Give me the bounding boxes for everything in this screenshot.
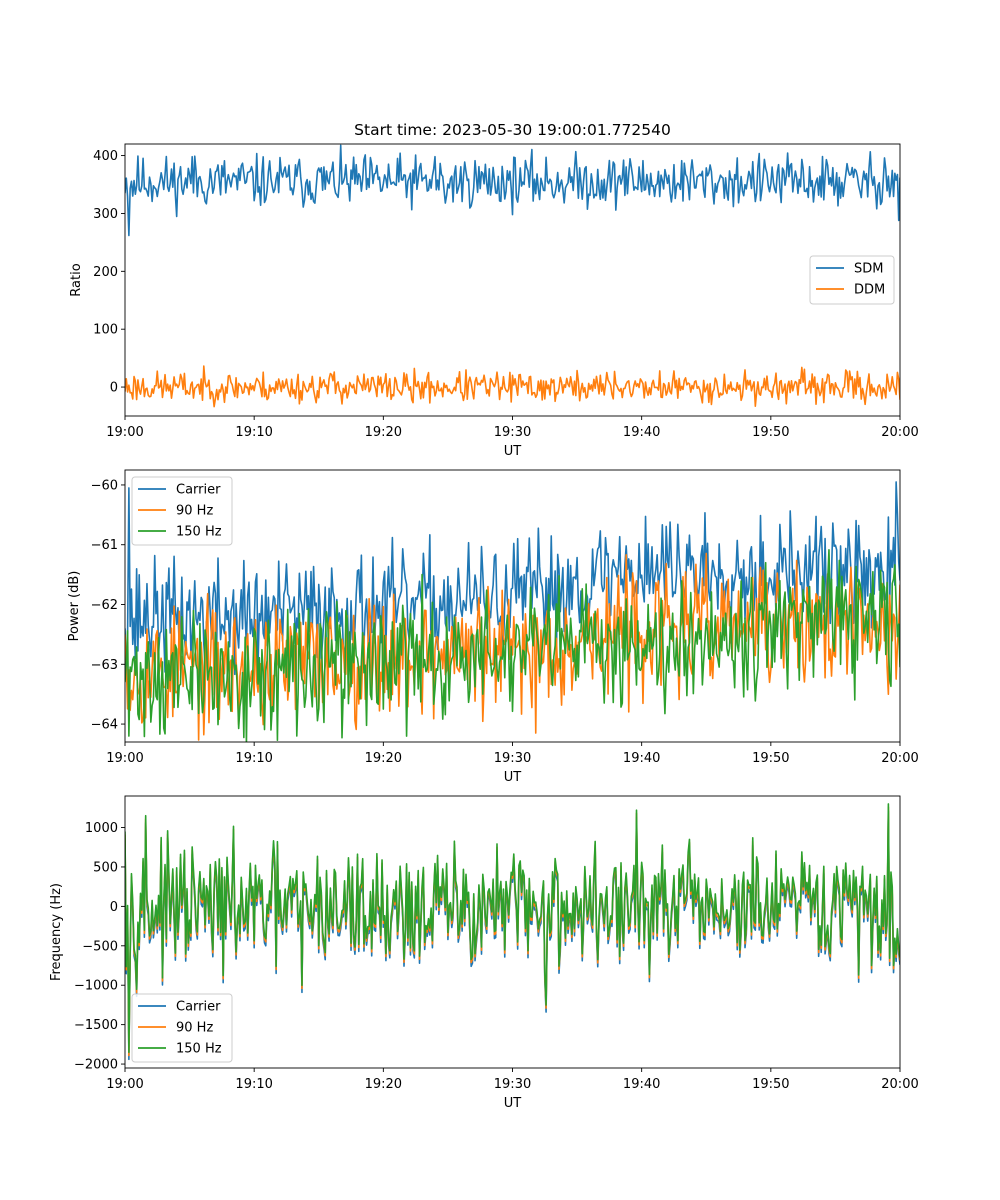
y-tick-label: −500 bbox=[82, 939, 118, 954]
x-tick-label: 19:30 bbox=[494, 751, 531, 766]
x-tick-label: 19:40 bbox=[623, 751, 660, 766]
y-tick-label: −2000 bbox=[74, 1058, 118, 1073]
figure-title: Start time: 2023-05-30 19:00:01.772540 bbox=[354, 121, 671, 139]
legend-label: 150 Hz bbox=[176, 1042, 222, 1057]
series-line-90-hz bbox=[125, 552, 900, 741]
series-line-ddm bbox=[125, 365, 900, 408]
x-tick-label: 20:00 bbox=[881, 1077, 918, 1092]
power-panel: 19:00 19:10 19:20 19:30 19:40 19:50 20:00 −64 −6… bbox=[67, 469, 919, 785]
legend-label: SDM bbox=[854, 262, 883, 277]
x-tick-label: 19:00 bbox=[106, 751, 143, 766]
y-axis-label: Ratio bbox=[69, 263, 84, 296]
y-axis-label: Frequency (Hz) bbox=[49, 883, 64, 981]
legend: Carrier 90 Hz 150 Hz bbox=[131, 476, 233, 546]
series-line-carrier bbox=[125, 481, 900, 679]
y-tick-label: −1000 bbox=[74, 979, 118, 994]
series-line-90-hz bbox=[125, 806, 900, 1057]
y-tick-label: 500 bbox=[93, 860, 118, 875]
y-tick-label: −63 bbox=[91, 658, 118, 673]
y-tick-label: 400 bbox=[93, 149, 118, 164]
x-tick-label: 19:10 bbox=[235, 425, 272, 440]
legend: SDM DDM bbox=[809, 255, 895, 305]
axes-frame bbox=[124, 795, 901, 1069]
legend-label: 90 Hz bbox=[176, 1021, 213, 1036]
y-tick-label: 200 bbox=[93, 265, 118, 280]
y-tick-label: −61 bbox=[91, 538, 118, 553]
y-axis-label: Power (dB) bbox=[67, 571, 82, 642]
ratio-panel: 19:00 19:10 19:20 19:30 19:40 19:50 20:00 0 100 2… bbox=[69, 143, 919, 459]
y-tick-label: −60 bbox=[91, 478, 118, 493]
x-axis-label: UT bbox=[504, 444, 522, 459]
x-axis-label: UT bbox=[504, 1096, 522, 1111]
x-tick-label: 19:40 bbox=[623, 1077, 660, 1092]
y-tick-label: 0 bbox=[110, 900, 118, 915]
x-tick-label: 19:20 bbox=[365, 425, 402, 440]
legend-label: Carrier bbox=[176, 1000, 221, 1015]
x-tick-label: 19:50 bbox=[752, 751, 789, 766]
x-tick-label: 19:10 bbox=[235, 751, 272, 766]
series-line-150-hz bbox=[125, 803, 900, 1054]
legend: Carrier 90 Hz 150 Hz bbox=[131, 993, 233, 1063]
y-tick-label: −62 bbox=[91, 598, 118, 613]
series-line-sdm bbox=[125, 144, 900, 237]
y-tick-label: 100 bbox=[93, 323, 118, 338]
x-tick-label: 19:20 bbox=[365, 1077, 402, 1092]
series-line-150-hz bbox=[125, 549, 900, 742]
legend-label: DDM bbox=[854, 283, 885, 298]
x-tick-label: 19:40 bbox=[623, 425, 660, 440]
y-tick-label: 300 bbox=[93, 207, 118, 222]
x-tick-label: 20:00 bbox=[881, 751, 918, 766]
legend-label: 150 Hz bbox=[176, 525, 222, 540]
x-tick-label: 19:50 bbox=[752, 1077, 789, 1092]
x-tick-label: 19:00 bbox=[106, 425, 143, 440]
y-tick-label: 0 bbox=[110, 381, 118, 396]
y-tick-label: 1000 bbox=[85, 821, 118, 836]
x-tick-label: 19:30 bbox=[494, 425, 531, 440]
y-tick-label: −64 bbox=[91, 718, 118, 733]
x-tick-label: 19:20 bbox=[365, 751, 402, 766]
series-line-carrier bbox=[125, 810, 900, 1061]
legend-label: Carrier bbox=[176, 483, 221, 498]
frequency-panel: 19:00 19:10 19:20 19:30 19:40 19:50 20:00 −2000… bbox=[49, 795, 919, 1111]
legend-label: 90 Hz bbox=[176, 504, 213, 519]
x-tick-label: 20:00 bbox=[881, 425, 918, 440]
x-tick-label: 19:10 bbox=[235, 1077, 272, 1092]
x-tick-label: 19:50 bbox=[752, 425, 789, 440]
x-tick-label: 19:30 bbox=[494, 1077, 531, 1092]
x-axis-label: UT bbox=[504, 770, 522, 785]
x-tick-label: 19:00 bbox=[106, 1077, 143, 1092]
y-tick-label: −1500 bbox=[74, 1018, 118, 1033]
